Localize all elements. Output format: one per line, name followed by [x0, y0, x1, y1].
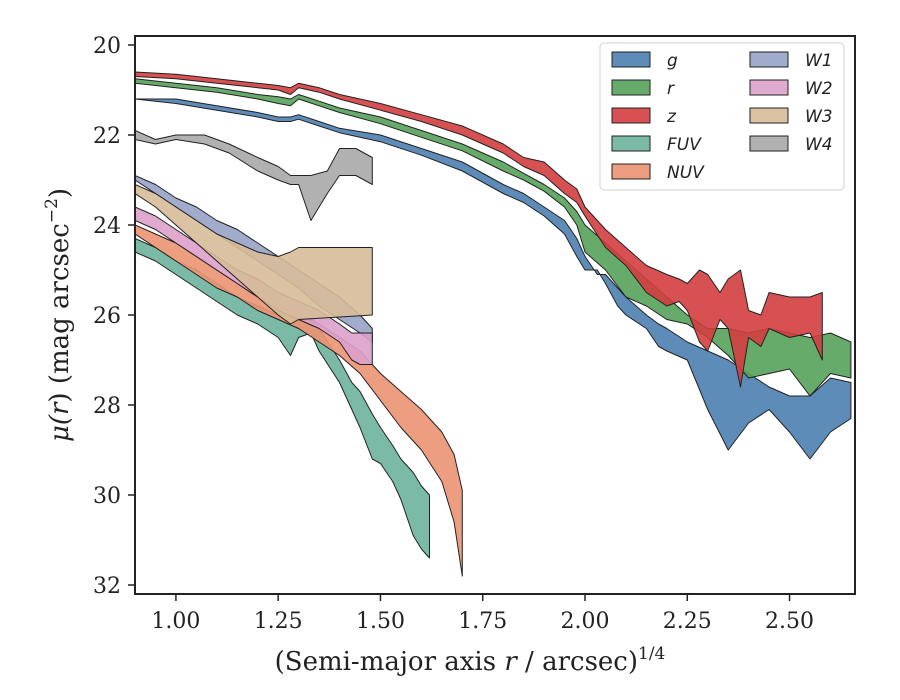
x-tick-label: 1.25 — [254, 609, 303, 634]
x-axis-ticks: 1.00 1.25 1.50 1.75 2.00 2.25 2.50 — [151, 594, 814, 634]
legend-label-r: r — [667, 79, 675, 99]
legend-label-nuv: NUV — [667, 163, 705, 183]
legend-swatch-w3 — [749, 107, 789, 124]
y-axis-title-variable: r — [45, 401, 75, 415]
y-axis-title-exponent: −2 — [42, 198, 62, 223]
x-tick-label: 2.00 — [561, 609, 610, 634]
legend-swatch-fuv — [611, 135, 651, 152]
legend-swatch-w2 — [749, 79, 789, 96]
legend-swatch-r — [611, 79, 651, 96]
legend-swatch-nuv — [611, 163, 651, 180]
band-w4 — [135, 130, 373, 221]
x-axis-title-variable: r — [504, 647, 518, 677]
band-z — [135, 71, 823, 388]
legend-label-w1: W1 — [805, 51, 833, 71]
y-tick-label: 32 — [93, 574, 121, 599]
legend-label-w4: W4 — [805, 135, 833, 155]
y-axis-title-close: ) — [45, 188, 75, 198]
x-tick-label: 1.50 — [356, 609, 405, 634]
x-axis-title: (Semi-major axis r / arcsec)1/4 — [275, 644, 666, 677]
legend: grz FUV NUV W1 W2 W3 W4 — [599, 42, 845, 191]
legend-label-z: z — [666, 107, 677, 127]
y-axis-title: μ(r) (mag arcsec−2) — [42, 188, 75, 442]
legend-swatch-g — [611, 51, 651, 68]
band-area-layer — [135, 71, 852, 577]
y-axis-title-middle: ) (mag arcsec — [45, 223, 75, 402]
y-axis-title-prefix: μ( — [45, 414, 75, 442]
x-tick-label: 2.50 — [765, 609, 814, 634]
x-axis-title-prefix: (Semi-major axis — [275, 647, 505, 677]
x-tick-label: 1.00 — [151, 609, 200, 634]
y-tick-label: 22 — [93, 124, 121, 149]
x-axis-title-suffix: / arcsec) — [517, 647, 638, 677]
legend-label-w2: W2 — [805, 79, 833, 99]
legend-label-fuv: FUV — [667, 135, 702, 155]
legend-swatch-w4 — [749, 135, 789, 152]
x-tick-label: 1.75 — [458, 609, 507, 634]
y-tick-label: 24 — [93, 214, 121, 239]
band-w3 — [135, 184, 373, 325]
x-tick-label: 2.25 — [663, 609, 712, 634]
legend-label-w3: W3 — [805, 107, 833, 127]
y-tick-label: 26 — [93, 304, 121, 329]
legend-label-g: g — [667, 51, 678, 71]
y-tick-label: 28 — [93, 394, 121, 419]
y-axis-ticks: 20 22 24 26 28 30 32 — [93, 34, 135, 599]
y-tick-label: 20 — [93, 34, 121, 59]
x-axis-title-exponent: 1/4 — [638, 644, 665, 664]
legend-swatch-z — [611, 107, 651, 124]
y-tick-label: 30 — [93, 484, 121, 509]
band-r — [135, 78, 852, 397]
legend-swatch-w1 — [749, 51, 789, 68]
band-g — [135, 98, 852, 460]
